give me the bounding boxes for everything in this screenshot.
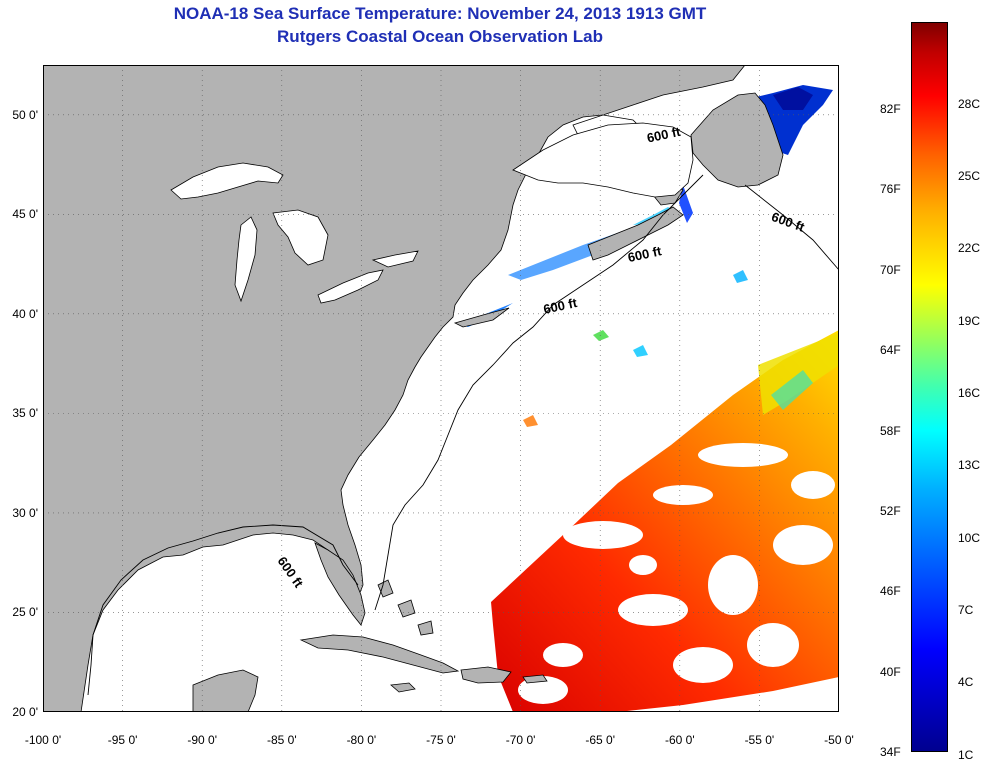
colorbar-f-label: 52F bbox=[880, 503, 901, 518]
sst-field-main bbox=[491, 330, 839, 712]
hispaniola bbox=[460, 666, 512, 684]
map-frame[interactable]: 600 ft 600 ft 600 ft 600 ft 600 ft bbox=[43, 65, 839, 712]
bahamas bbox=[377, 579, 394, 598]
map-subtitle: Rutgers Coastal Ocean Observation Lab bbox=[277, 27, 603, 46]
lat-tick-label: 35 0' bbox=[12, 406, 38, 421]
lon-tick-label: -100 0' bbox=[24, 733, 62, 747]
lake-huron bbox=[272, 209, 329, 266]
lon-tick-label: -50 0' bbox=[824, 733, 854, 747]
yucatan bbox=[192, 669, 259, 712]
colorbar-f-label: 82F bbox=[880, 102, 901, 117]
colorbar-c-label: 7C bbox=[958, 603, 974, 618]
lake-superior bbox=[170, 162, 284, 200]
lon-tick-label: -90 0' bbox=[187, 733, 218, 747]
colorbar-f-label: 58F bbox=[880, 423, 901, 438]
gulf-of-st-lawrence bbox=[512, 122, 694, 198]
florida bbox=[314, 542, 366, 626]
puerto-rico bbox=[522, 674, 548, 684]
long-island bbox=[453, 307, 510, 328]
lake-erie bbox=[317, 269, 384, 304]
colorbar-f-label: 76F bbox=[880, 182, 901, 197]
temperature-colorbar bbox=[911, 22, 948, 752]
newfoundland bbox=[690, 92, 784, 188]
lon-tick-label: -75 0' bbox=[426, 733, 456, 747]
lon-tick-label: -70 0' bbox=[505, 733, 536, 747]
lon-tick-label: -80 0' bbox=[346, 733, 377, 747]
colorbar-f-label: 46F bbox=[880, 584, 901, 599]
isobath-600ft bbox=[87, 174, 839, 696]
colorbar-f-label: 70F bbox=[880, 262, 901, 277]
lat-tick-label: 25 0' bbox=[12, 605, 38, 620]
colorbar-f-label: 34F bbox=[880, 745, 901, 759]
map-border bbox=[43, 65, 839, 712]
colorbar-c-label: 22C bbox=[958, 241, 981, 256]
lat-tick-label: 45 0' bbox=[12, 207, 38, 222]
lat-tick-label: 40 0' bbox=[12, 306, 38, 321]
sst-green-band bbox=[771, 370, 813, 410]
lat-tick-label: 50 0' bbox=[12, 107, 38, 122]
lon-tick-label: -55 0' bbox=[744, 733, 775, 747]
colorbar-f-label: 64F bbox=[880, 343, 901, 358]
depth-label: 600 ft bbox=[645, 124, 682, 146]
colorbar-c-label: 4C bbox=[958, 675, 974, 690]
cuba bbox=[299, 634, 460, 674]
colorbar-c-label: 25C bbox=[958, 169, 981, 184]
lat-tick-label: 30 0' bbox=[12, 505, 38, 520]
depth-label: 600 ft bbox=[542, 295, 579, 317]
map-title: NOAA-18 Sea Surface Temperature: Novembe… bbox=[173, 4, 707, 23]
lon-tick-label: -95 0' bbox=[107, 733, 138, 747]
depth-label: 600 ft bbox=[626, 243, 663, 265]
colorbar-c-label: 1C bbox=[958, 747, 974, 762]
great-lakes bbox=[170, 114, 644, 304]
colorbar-c-label: 13C bbox=[958, 458, 981, 473]
lon-tick-label: -85 0' bbox=[266, 733, 297, 747]
lon-tick-label: -65 0' bbox=[585, 733, 616, 747]
lat-tick-label: 20 0' bbox=[12, 705, 38, 719]
colorbar-f-label: 40F bbox=[880, 664, 901, 679]
colorbar-c-label: 10C bbox=[958, 530, 981, 545]
colorbar-c-label: 19C bbox=[958, 313, 981, 328]
title-block: NOAA-18 Sea Surface Temperature: Novembe… bbox=[0, 2, 880, 48]
lon-tick-label: -60 0' bbox=[664, 733, 695, 747]
colorbar-c-label: 16C bbox=[958, 386, 981, 401]
sst-warm-field bbox=[491, 330, 839, 712]
cloud-gaps bbox=[518, 443, 835, 704]
lake-ontario bbox=[371, 250, 419, 268]
jamaica bbox=[390, 682, 416, 693]
lake-michigan bbox=[234, 216, 258, 303]
colorbar-c-label: 28C bbox=[958, 96, 981, 111]
